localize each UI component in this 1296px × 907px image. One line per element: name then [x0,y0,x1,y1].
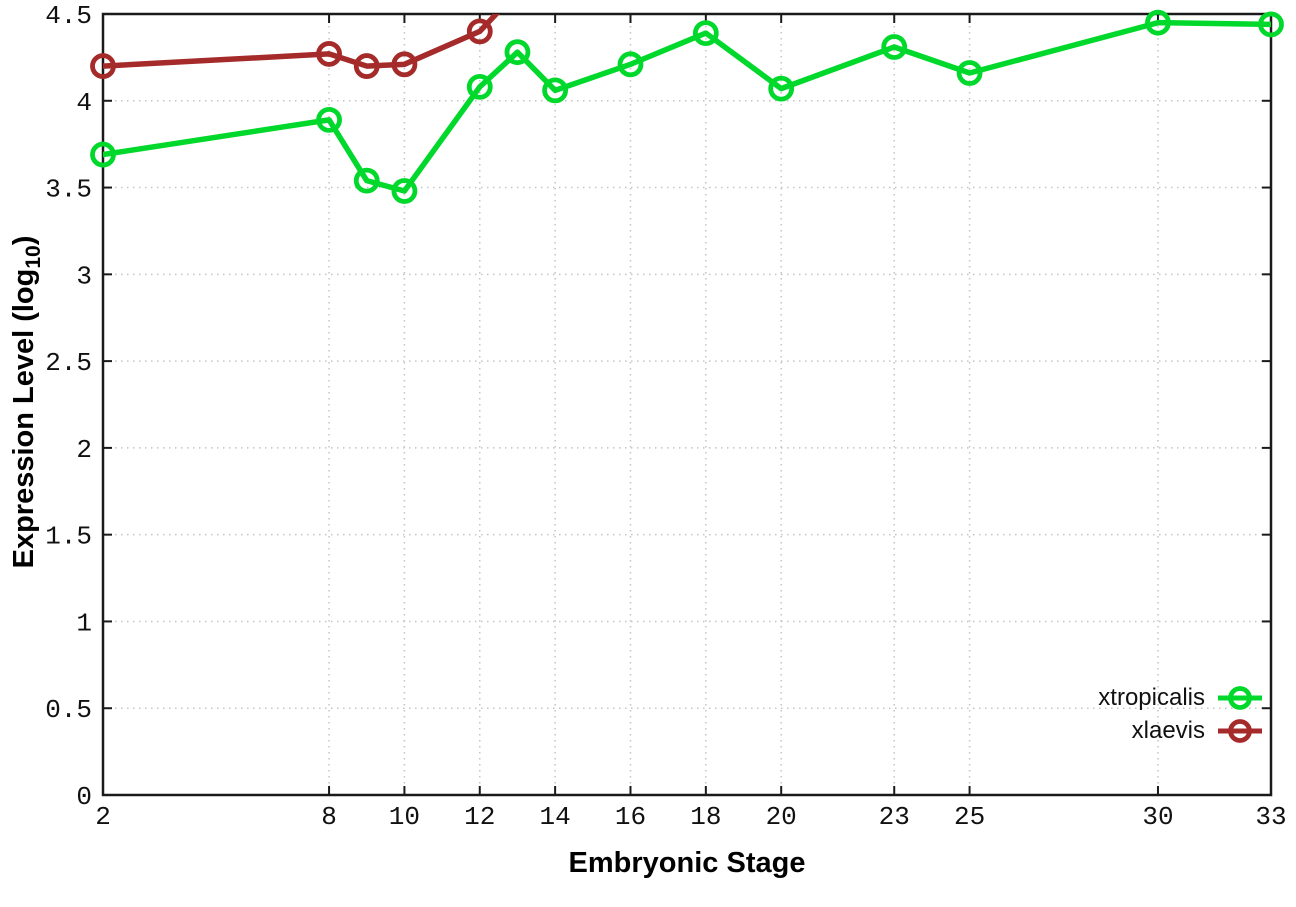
xlaevis-point-icon [316,41,342,67]
xtropicalis-point-icon [1145,9,1171,36]
series-xtropicalis [90,9,1284,204]
xtropicalis-point-icon [90,141,116,168]
series-xlaevis [90,14,500,79]
xlaevis-point-icon [466,18,493,45]
x-tick-label: 30 [1142,802,1173,832]
xtropicalis-point-icon [466,73,493,100]
x-tick-label: 12 [464,802,495,832]
x-tick-labels: 2 8 10 12 14 16 18 20 23 25 30 33 [95,802,1286,832]
x-tick-label: 18 [690,802,721,832]
xlaevis-point-icon [90,53,116,79]
xlaevis-point-icon [391,51,418,78]
x-axis-title: Embryonic Stage [568,847,806,879]
xtropicalis-point-icon [504,39,531,66]
xtropicalis-point-icon [768,75,795,102]
xtropicalis-point-icon [881,34,908,60]
y-tick-label: 0.5 [45,695,92,725]
y-tick-label: 4 [76,88,92,118]
x-tick-label: 20 [766,802,797,832]
y-tick-label: 1.5 [45,522,92,552]
xtropicalis-point-icon [692,20,719,46]
x-tick-label: 14 [540,802,571,832]
legend-label-xlaevis: xlaevis [1131,716,1205,744]
x-tick-label: 25 [954,802,985,832]
x-tick-label: 23 [879,802,910,832]
legend-label-xtropicalis: xtropicalis [1098,683,1205,711]
xtropicalis-point-icon [617,51,644,78]
legend-row-xlaevis: xlaevis [1098,714,1263,747]
y-axis-title-subscript: 10 [21,245,45,269]
y-axis-title: Expression Level (log10) [8,236,46,569]
plot-border [101,12,1273,797]
y-tick-label: 2.5 [45,348,92,378]
y-tick-label: 2 [76,435,92,465]
x-tick-label: 10 [389,802,420,832]
xtropicalis-point-icon [956,60,983,86]
x-tick-label: 2 [95,802,111,832]
tick-marks [102,13,1272,796]
y-tick-label: 3 [76,261,92,291]
y-tick-label: 0 [76,782,92,812]
x-tick-label: 16 [615,802,646,832]
xtropicalis-line-marker-icon [1218,685,1262,710]
y-axis-title-text: Expression Level (log [8,268,41,569]
x-tick-label: 8 [321,802,337,832]
legend: xtropicalis xlaevis [1098,681,1263,747]
xlaevis-point-icon [353,53,380,79]
xtropicalis-point-icon [316,106,342,133]
x-tick-label: 33 [1255,802,1286,832]
y-tick-label: 3.5 [45,175,92,205]
xtropicalis-point-icon [391,178,418,204]
xtropicalis-point-icon [353,167,380,194]
y-tick-label: 4.5 [45,1,92,31]
xtropicalis-point-icon [1258,11,1284,38]
legend-row-xtropicalis: xtropicalis [1098,681,1263,714]
y-axis-title-close: ) [8,235,41,246]
gridlines [103,14,1271,795]
xtropicalis-point-icon [542,77,569,104]
y-tick-label: 1 [76,608,92,638]
xlaevis-line-marker-icon [1218,718,1262,743]
y-tick-labels: 0 0.5 1 1.5 2 2.5 3 3.5 4 4.5 [45,1,92,812]
